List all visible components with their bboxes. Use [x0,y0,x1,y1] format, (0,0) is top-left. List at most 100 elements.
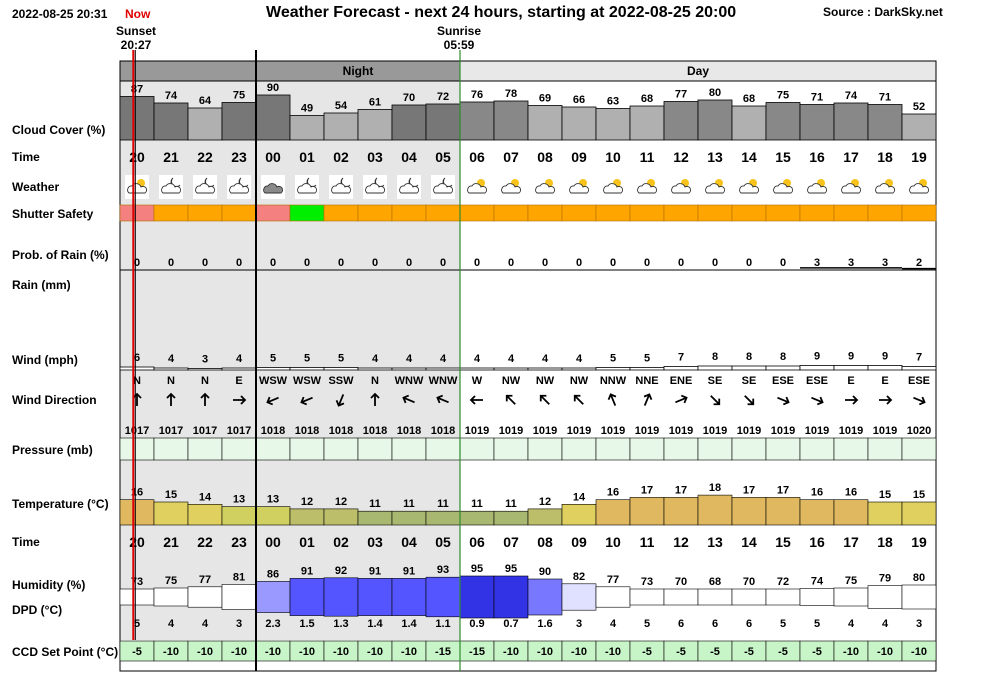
temperature-bar [765,497,801,526]
ccd-value: -15 [435,646,451,658]
shutter-cell [323,204,359,222]
temperature-value: 11 [369,498,381,510]
cloud-bar [255,94,291,141]
humidity-value: 72 [777,576,789,588]
temperature-value: 13 [233,494,245,506]
cloud-value: 78 [505,88,517,100]
shutter-cell [731,204,767,222]
shutter-cell [799,204,835,222]
ccd-value: -5 [744,646,754,658]
humidity-bar [391,578,427,616]
wind-direction-label: ENE [670,375,693,387]
pressure-cell [153,437,189,461]
shutter-cell [901,204,937,222]
dpd-value: 2.3 [265,618,280,630]
dpd-value: 1.4 [401,618,417,630]
time-label-bottom: 21 [163,534,179,550]
wind-arrow-icon [132,392,142,406]
row-label-wind: Wind (mph) [12,353,78,367]
temperature-value: 13 [267,494,279,506]
dpd-value: 5 [644,618,650,630]
time-label-bottom: 04 [401,534,417,550]
wind-value: 4 [168,353,175,365]
temperature-value: 11 [437,498,449,510]
cloud-value: 90 [267,82,279,94]
partly-cloudy-night-icon [193,175,217,199]
dpd-value: 4 [848,618,855,630]
wind-direction-label: W [472,375,483,387]
time-label: 20 [129,149,145,165]
row-label-time: Time [12,150,40,164]
wind-bar [425,367,461,371]
wind-arrow-icon [710,395,721,406]
cloudy-icon [261,175,285,199]
ccd-value: -10 [231,646,247,658]
shutter-cell [595,204,631,222]
cloud-value: 70 [403,92,415,104]
pressure-value: 1017 [193,425,217,437]
ccd-value: -5 [676,646,686,658]
dpd-value: 5 [134,618,140,630]
humidity-bar [765,588,801,606]
pressure-value: 1017 [227,425,251,437]
wind-direction-label: WSW [293,375,322,387]
row-label-wind-direction: Wind Direction [12,393,97,407]
cloud-bar [765,102,801,141]
pressure-cell [765,437,801,461]
time-label: 23 [231,149,247,165]
pressure-value: 1019 [873,425,897,437]
sunrise-label: Sunrise [436,24,481,38]
humidity-value: 77 [607,574,619,586]
ccd-value: -10 [843,646,859,658]
partly-cloudy-night-icon [329,175,353,199]
shutter-cell [187,204,223,222]
wind-arrow-icon [913,396,926,406]
wind-arrow-icon [469,395,483,405]
ccd-value: -10 [197,646,213,658]
ccd-cell [901,640,937,662]
dpd-value: 4 [610,618,617,630]
time-label: 16 [809,149,825,165]
wind-arrow-icon [402,394,415,404]
dpd-value: 1.4 [367,618,383,630]
wind-bar [289,367,325,371]
wind-value: 9 [814,351,820,363]
night-shading [120,81,460,640]
time-label-bottom: 16 [809,534,825,550]
sunset-time: 20:27 [120,38,152,52]
humidity-value: 92 [335,565,347,577]
partly-cloudy-night-icon [431,175,455,199]
wind-arrow-icon [200,392,210,406]
temperature-bar [663,497,699,526]
wind-value: 4 [576,353,583,365]
cloud-bar [833,102,869,141]
time-label-bottom: 20 [129,534,145,550]
humidity-value: 70 [675,576,687,588]
time-label-bottom: 19 [911,534,927,550]
temperature-bar [629,497,665,526]
cloud-bar [289,115,325,141]
dpd-value: 5 [814,618,820,630]
temperature-value: 17 [777,484,789,496]
cloud-bar [391,104,427,141]
wind-arrow-icon [607,393,617,406]
humidity-value: 95 [471,563,483,575]
pressure-cell [459,437,495,461]
time-label: 08 [537,149,553,165]
dpd-value: 3 [576,618,582,630]
wind-value: 9 [848,351,854,363]
temperature-value: 11 [505,498,517,510]
pressure-cell [357,437,393,461]
wind-direction-label: SE [708,375,723,387]
wind-direction-label: E [847,375,854,387]
ccd-value: -5 [812,646,822,658]
pressure-cell [221,437,257,461]
temperature-bar [357,510,393,526]
time-label: 22 [197,149,213,165]
cloud-value: 74 [845,90,858,102]
pressure-cell [799,437,835,461]
temperature-bar [221,506,257,526]
wind-arrow-icon [643,393,653,406]
wind-arrow-icon [573,394,584,405]
prob-rain-value: 0 [542,257,548,269]
